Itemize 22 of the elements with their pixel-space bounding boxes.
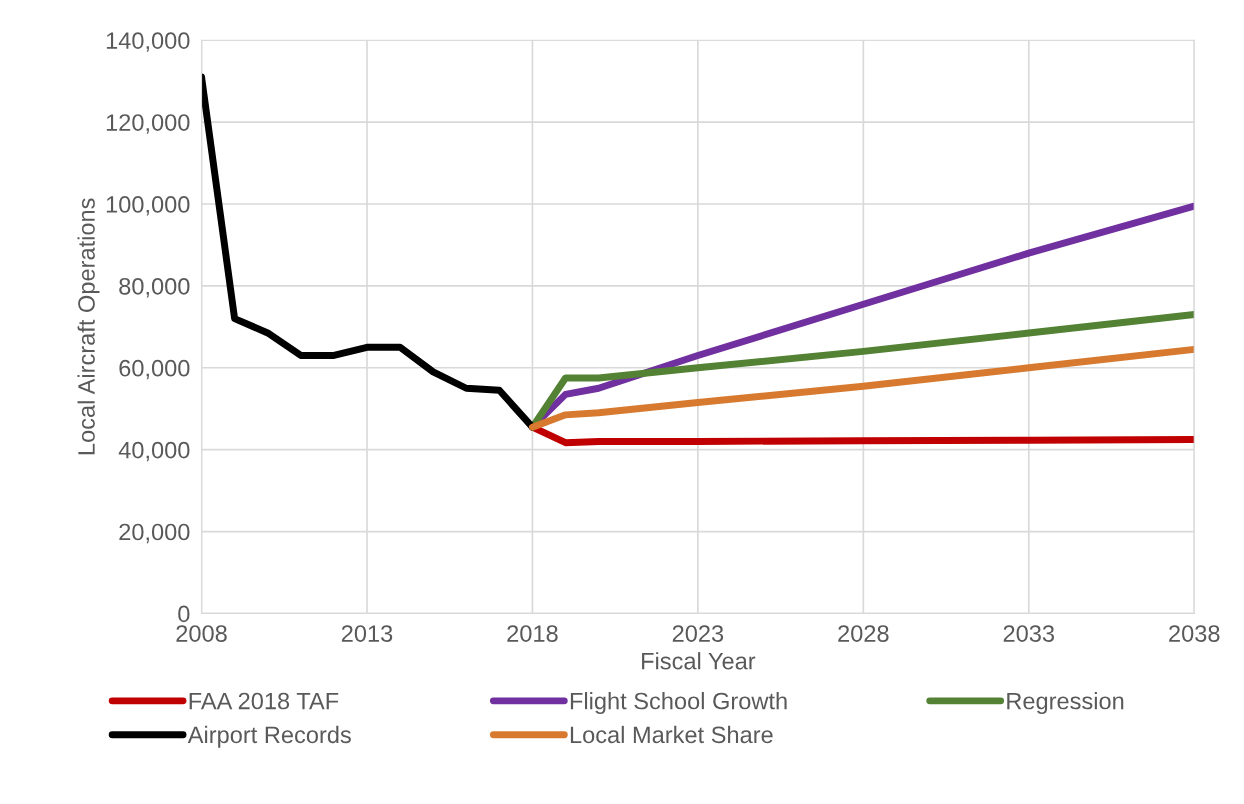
y-tick-label: 20,000 xyxy=(119,523,190,544)
y-tick-label: 120,000 xyxy=(106,114,190,134)
y-tick-label: 0 xyxy=(178,605,190,623)
legend-label: Local Market Share xyxy=(570,725,773,744)
y-tick-label: 140,000 xyxy=(106,32,190,52)
y-tick-label: 100,000 xyxy=(106,196,190,216)
y-tick-label: 60,000 xyxy=(119,359,190,380)
x-tick-label: 2008 xyxy=(176,625,227,642)
legend-label: Flight School Growth xyxy=(570,692,787,715)
x-tick-label: 2023 xyxy=(672,625,724,642)
legend-label: Regression xyxy=(1007,692,1124,715)
y-tick-label: 40,000 xyxy=(118,441,190,462)
legend-label: Airport Records xyxy=(187,725,351,748)
y-axis-title: Local Aircraft Operations xyxy=(77,198,100,455)
x-tick-label: 2028 xyxy=(838,625,889,642)
y-tick-label: 80,000 xyxy=(119,277,190,298)
legend-label: FAA 2018 TAF xyxy=(189,692,339,710)
x-tick-label: 2013 xyxy=(341,625,393,642)
x-tick-label: 2018 xyxy=(507,625,558,642)
x-axis-title: Fiscal Year xyxy=(642,652,756,670)
x-tick-label: 2038 xyxy=(1169,625,1220,642)
x-tick-label: 2033 xyxy=(1003,625,1055,642)
